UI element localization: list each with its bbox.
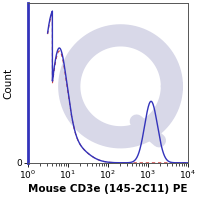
Y-axis label: Count: Count <box>3 68 13 99</box>
X-axis label: Mouse CD3e (145-2C11) PE: Mouse CD3e (145-2C11) PE <box>28 184 187 193</box>
